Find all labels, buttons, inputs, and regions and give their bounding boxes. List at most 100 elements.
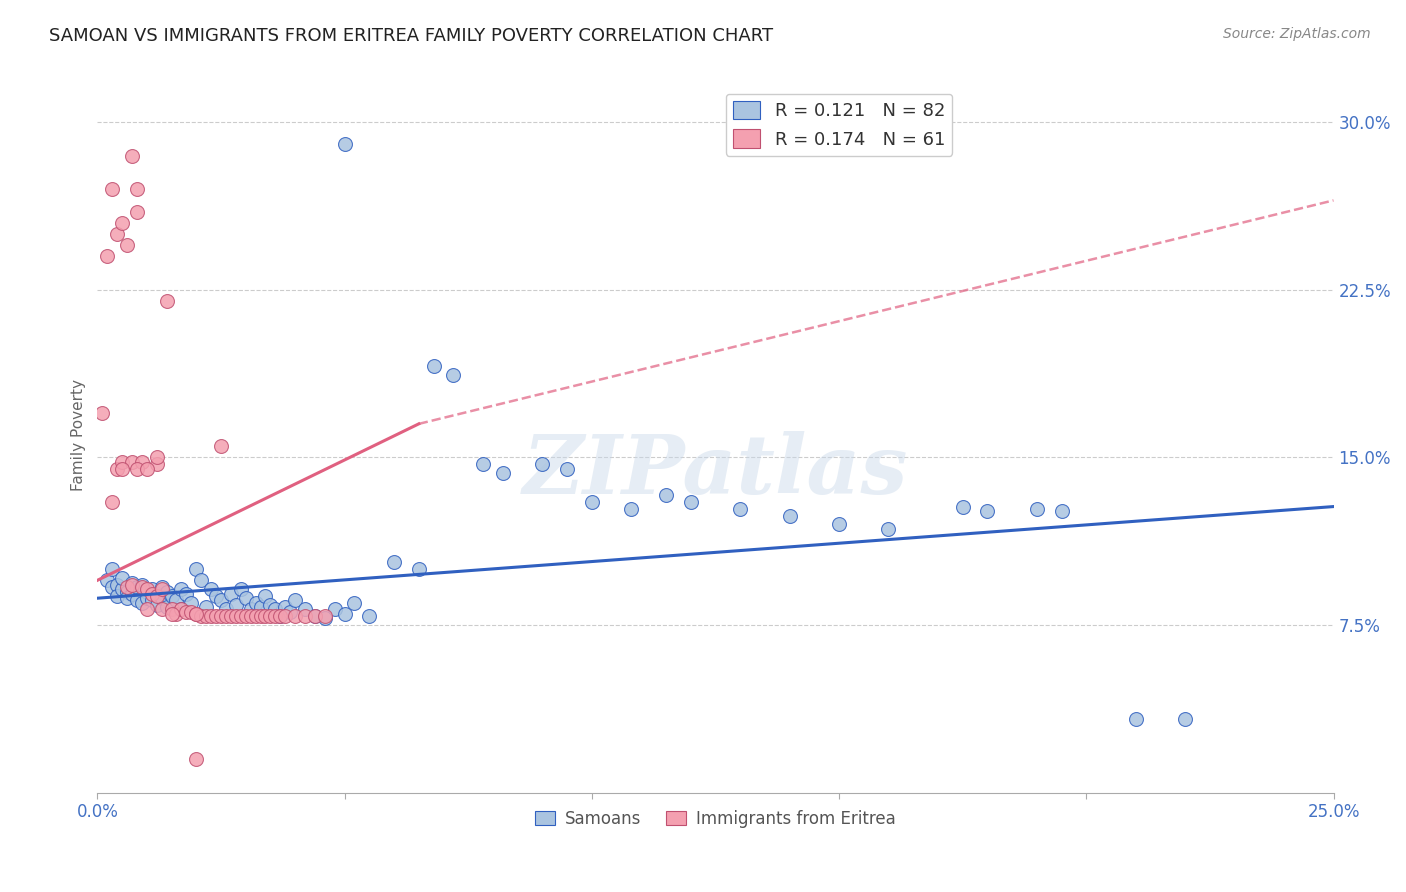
Point <box>215 609 238 624</box>
Point <box>259 609 281 624</box>
Point <box>135 602 157 616</box>
Point <box>278 605 301 619</box>
Point <box>323 602 346 616</box>
Point <box>176 605 198 619</box>
Point <box>101 562 124 576</box>
Point <box>200 609 222 624</box>
Point <box>155 584 177 599</box>
Point <box>141 582 163 597</box>
Y-axis label: Family Poverty: Family Poverty <box>72 379 86 491</box>
Point <box>274 600 297 615</box>
Point <box>952 500 974 514</box>
Point <box>249 600 271 615</box>
Point <box>180 605 202 619</box>
Point <box>125 593 148 607</box>
Point <box>422 359 444 373</box>
Point <box>141 593 163 607</box>
Point <box>170 582 193 597</box>
Point <box>145 589 167 603</box>
Point <box>135 582 157 597</box>
Point <box>150 580 173 594</box>
Point <box>105 461 128 475</box>
Point <box>359 609 381 624</box>
Point <box>225 609 247 624</box>
Point <box>155 293 177 308</box>
Point <box>229 609 252 624</box>
Point <box>472 457 495 471</box>
Point <box>180 596 202 610</box>
Point <box>150 591 173 606</box>
Point <box>150 582 173 597</box>
Point <box>96 574 118 588</box>
Point <box>200 582 222 597</box>
Point <box>408 562 430 576</box>
Point <box>343 596 366 610</box>
Point <box>115 580 138 594</box>
Point <box>190 609 212 624</box>
Point <box>121 575 143 590</box>
Point <box>121 149 143 163</box>
Point <box>145 598 167 612</box>
Point <box>111 461 134 475</box>
Point <box>264 602 287 616</box>
Point <box>105 578 128 592</box>
Point <box>555 461 578 475</box>
Point <box>101 182 124 196</box>
Point <box>531 457 554 471</box>
Point <box>209 439 232 453</box>
Point <box>145 587 167 601</box>
Point <box>314 611 336 625</box>
Point <box>581 495 603 509</box>
Point <box>229 582 252 597</box>
Point <box>186 607 208 621</box>
Point <box>1025 501 1047 516</box>
Point <box>105 227 128 241</box>
Point <box>333 137 356 152</box>
Point <box>131 455 153 469</box>
Point <box>131 578 153 592</box>
Point <box>111 571 134 585</box>
Point <box>1125 712 1147 726</box>
Point <box>249 609 271 624</box>
Point <box>294 602 316 616</box>
Point <box>655 488 678 502</box>
Point <box>145 457 167 471</box>
Point <box>205 589 228 603</box>
Point <box>225 598 247 612</box>
Point <box>269 609 291 624</box>
Point <box>382 556 405 570</box>
Point <box>245 596 267 610</box>
Point <box>166 607 188 621</box>
Point <box>235 591 257 606</box>
Point <box>976 504 998 518</box>
Point <box>284 593 307 607</box>
Point <box>209 609 232 624</box>
Point <box>125 580 148 594</box>
Text: SAMOAN VS IMMIGRANTS FROM ERITREA FAMILY POVERTY CORRELATION CHART: SAMOAN VS IMMIGRANTS FROM ERITREA FAMILY… <box>49 27 773 45</box>
Point <box>314 609 336 624</box>
Point <box>219 587 242 601</box>
Point <box>269 609 291 624</box>
Point <box>195 600 218 615</box>
Point <box>209 593 232 607</box>
Point <box>245 609 267 624</box>
Point <box>679 495 702 509</box>
Point <box>186 752 208 766</box>
Point <box>219 609 242 624</box>
Point <box>215 602 238 616</box>
Point <box>131 580 153 594</box>
Point <box>259 598 281 612</box>
Point <box>239 602 262 616</box>
Legend: Samoans, Immigrants from Eritrea: Samoans, Immigrants from Eritrea <box>529 803 903 834</box>
Point <box>91 406 114 420</box>
Point <box>284 609 307 624</box>
Point <box>264 609 287 624</box>
Point <box>96 249 118 263</box>
Point <box>160 589 183 603</box>
Point <box>131 596 153 610</box>
Point <box>779 508 801 523</box>
Point <box>111 216 134 230</box>
Point <box>135 584 157 599</box>
Point <box>105 589 128 603</box>
Point <box>190 574 212 588</box>
